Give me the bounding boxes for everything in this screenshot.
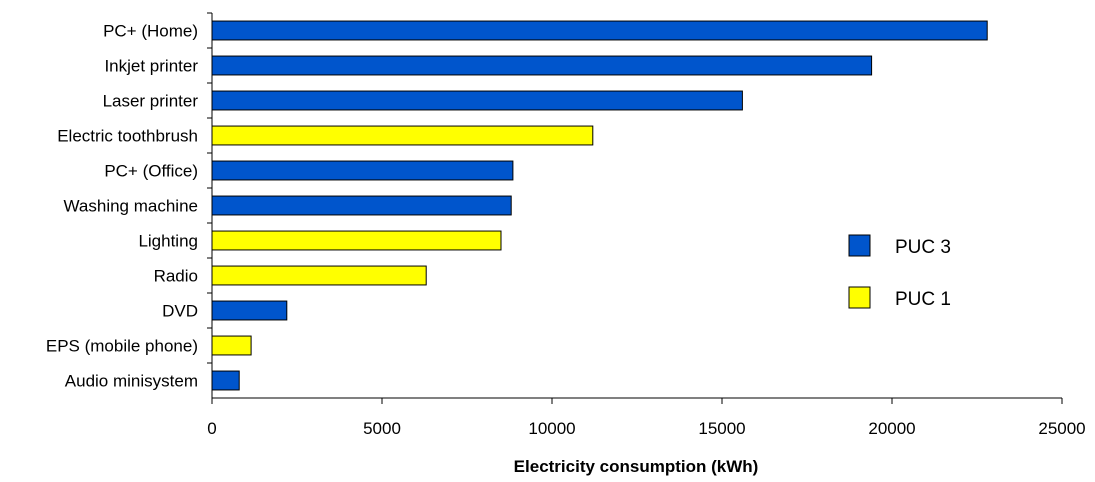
- x-tick-label: 25000: [1038, 419, 1085, 438]
- x-axis-ticks: 0 5000 10000 15000 20000 25000: [207, 398, 1086, 438]
- category-label: EPS (mobile phone): [46, 337, 198, 356]
- bar-10: [211, 370, 240, 391]
- legend: PUC 3 PUC 1: [848, 234, 951, 310]
- x-tick-label: 10000: [528, 419, 575, 438]
- category-label: Washing machine: [64, 197, 199, 216]
- bar-9: [211, 335, 252, 356]
- category-label: Radio: [154, 267, 198, 286]
- legend-label: PUC 3: [895, 237, 951, 258]
- bar-0: [211, 20, 988, 41]
- category-label: Lighting: [138, 232, 198, 251]
- legend-swatch: [848, 286, 871, 309]
- bar-1: [211, 55, 873, 76]
- bar-5: [211, 195, 512, 216]
- category-label: DVD: [162, 302, 198, 321]
- bars-layer: [211, 20, 988, 391]
- category-labels: PC+ (Home) Inkjet printer Laser printer Ele…: [46, 12, 212, 391]
- bar-8: [211, 300, 288, 321]
- category-label: Inkjet printer: [104, 57, 198, 76]
- x-tick-label: 20000: [868, 419, 915, 438]
- bar-7: [211, 265, 427, 286]
- bar-4: [211, 160, 514, 181]
- category-label: PC+ (Office): [104, 162, 198, 181]
- legend-swatch: [848, 234, 871, 257]
- x-tick-label: 5000: [363, 419, 401, 438]
- legend-label: PUC 1: [895, 289, 951, 310]
- bar-6: [211, 230, 502, 251]
- bar-3: [211, 125, 594, 146]
- category-label: Audio minisystem: [65, 372, 198, 391]
- x-axis-title: Electricity consumption (kWh): [514, 457, 759, 476]
- category-label: Laser printer: [103, 92, 199, 111]
- x-tick-label: 15000: [698, 419, 745, 438]
- category-label: Electric toothbrush: [57, 127, 198, 146]
- x-tick-label: 0: [207, 419, 216, 438]
- category-label: PC+ (Home): [103, 22, 198, 41]
- bar-2: [211, 90, 743, 111]
